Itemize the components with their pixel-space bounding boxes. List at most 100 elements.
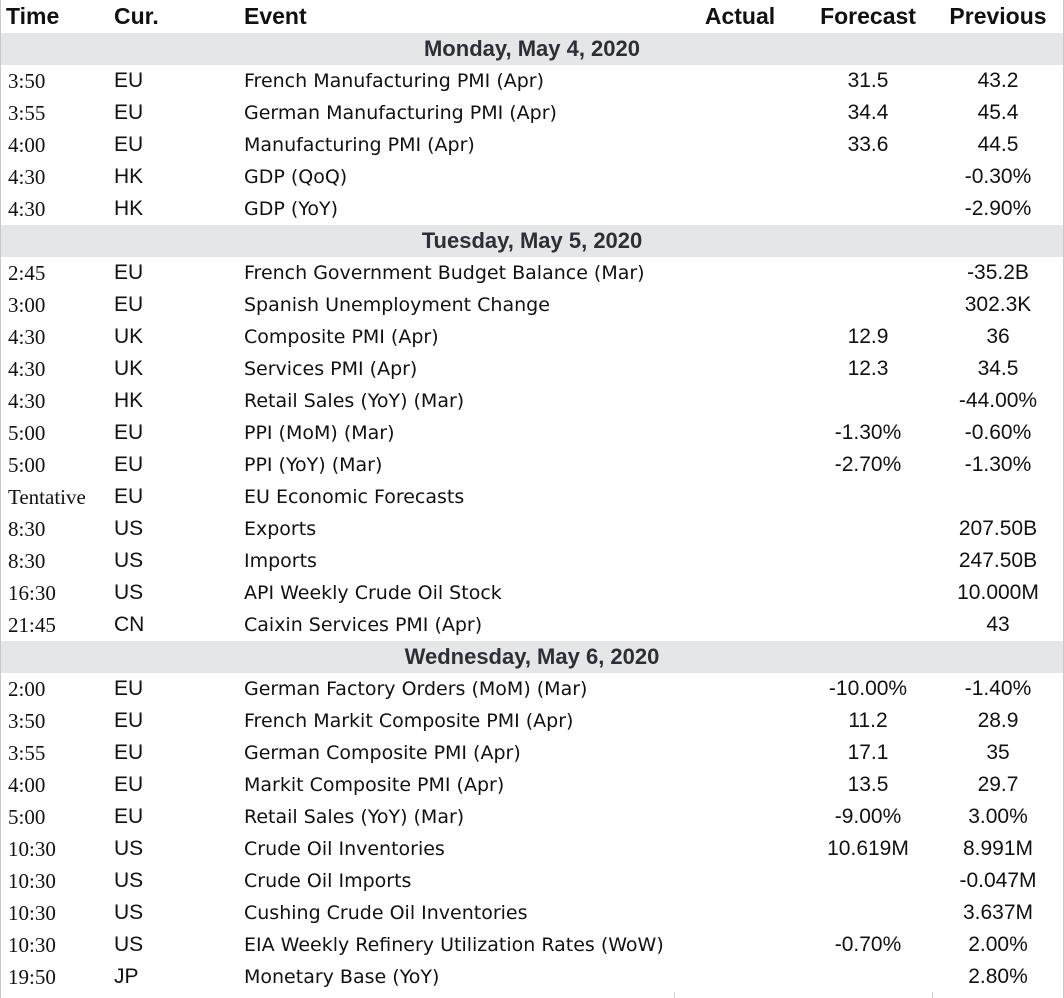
previous-cell: 45.4 bbox=[977, 101, 1019, 124]
time-cell: 3:50 bbox=[8, 69, 46, 93]
forecast-cell: 12.3 bbox=[847, 357, 889, 380]
time-cell: 8:30 bbox=[8, 549, 46, 573]
event-cell: German Manufacturing PMI (Apr) bbox=[244, 102, 557, 124]
table-row: 10:30 US EIA Weekly Refinery Utilization R… bbox=[0, 929, 1064, 961]
previous-cell: 34.5 bbox=[977, 357, 1019, 380]
day-label: Monday, May 4, 2020 bbox=[423, 36, 640, 61]
grid-tick bbox=[674, 992, 675, 998]
currency-cell: US bbox=[114, 901, 144, 924]
time-cell: 3:00 bbox=[8, 293, 46, 317]
day-label: Wednesday, May 6, 2020 bbox=[404, 644, 660, 669]
forecast-cell: 12.9 bbox=[847, 325, 889, 348]
table-row: 4:30 UK Composite PMI (Apr) 12.9 36 bbox=[0, 321, 1064, 353]
currency-cell: JP bbox=[114, 965, 139, 988]
currency-cell: EU bbox=[114, 293, 144, 316]
currency-cell: EU bbox=[114, 421, 144, 444]
event-cell: French Markit Composite PMI (Apr) bbox=[244, 710, 574, 732]
table-row: 3:00 EU Spanish Unemployment Change 302.3K bbox=[0, 289, 1064, 321]
table-row: 3:55 EU German Manufacturing PMI (Apr) 34.4… bbox=[0, 97, 1064, 129]
time-cell: 4:00 bbox=[8, 773, 46, 797]
event-cell: Crude Oil Imports bbox=[244, 870, 412, 892]
table-row: 5:00 EU Retail Sales (YoY) (Mar) -9.00% 3.00… bbox=[0, 801, 1064, 833]
time-cell: 10:30 bbox=[8, 933, 56, 957]
event-cell: Manufacturing PMI (Apr) bbox=[244, 134, 475, 156]
event-cell: German Factory Orders (MoM) (Mar) bbox=[244, 678, 588, 700]
previous-cell: 43 bbox=[986, 613, 1010, 636]
previous-cell: 2.00% bbox=[968, 933, 1028, 956]
forecast-cell: 31.5 bbox=[847, 69, 889, 92]
event-cell: EU Economic Forecasts bbox=[244, 486, 465, 508]
header-time: Time bbox=[6, 3, 60, 29]
grid-tick bbox=[932, 992, 933, 998]
time-cell: 3:55 bbox=[8, 101, 46, 125]
previous-cell: -44.00% bbox=[958, 389, 1038, 412]
forecast-cell: -9.00% bbox=[834, 805, 902, 828]
currency-cell: EU bbox=[114, 677, 144, 700]
event-cell: German Composite PMI (Apr) bbox=[244, 742, 521, 764]
event-cell: Monetary Base (YoY) bbox=[244, 966, 440, 988]
time-cell: 3:55 bbox=[8, 741, 46, 765]
event-cell: Spanish Unemployment Change bbox=[244, 294, 550, 316]
forecast-cell: -2.70% bbox=[834, 453, 902, 476]
time-cell: 4:30 bbox=[8, 389, 46, 413]
table-row: 3:50 EU French Manufacturing PMI (Apr) 31.5… bbox=[0, 65, 1064, 97]
event-cell: Retail Sales (YoY) (Mar) bbox=[244, 806, 465, 828]
table-row: 19:50 JP Monetary Base (YoY) 2.80% bbox=[0, 961, 1064, 993]
table-row: 10:30 US Crude Oil Inventories 10.619M 8.991… bbox=[0, 833, 1064, 865]
currency-cell: EU bbox=[114, 69, 144, 92]
event-cell: French Government Budget Balance (Mar) bbox=[244, 262, 645, 284]
table-row: 8:30 US Exports 207.50B bbox=[0, 513, 1064, 545]
currency-cell: EU bbox=[114, 805, 144, 828]
forecast-cell: 17.1 bbox=[847, 741, 889, 764]
time-cell: 16:30 bbox=[8, 581, 56, 605]
forecast-cell: 34.4 bbox=[847, 101, 889, 124]
table-row: 2:00 EU German Factory Orders (MoM) (Mar) -… bbox=[0, 673, 1064, 705]
event-cell: Retail Sales (YoY) (Mar) bbox=[244, 390, 465, 412]
currency-cell: UK bbox=[114, 357, 144, 380]
currency-cell: EU bbox=[114, 773, 144, 796]
header-currency: Cur. bbox=[114, 3, 159, 29]
time-cell: 4:30 bbox=[8, 357, 46, 381]
previous-cell: -0.30% bbox=[964, 165, 1032, 188]
event-cell: Exports bbox=[244, 518, 317, 540]
previous-cell: 8.991M bbox=[962, 837, 1034, 860]
left-border bbox=[0, 0, 1, 998]
time-cell: 4:00 bbox=[8, 133, 46, 157]
previous-cell: 3.637M bbox=[962, 901, 1034, 924]
previous-cell: 36 bbox=[986, 325, 1010, 348]
forecast-cell: -10.00% bbox=[828, 677, 908, 700]
day-label: Tuesday, May 5, 2020 bbox=[421, 228, 643, 253]
currency-cell: EU bbox=[114, 133, 144, 156]
previous-cell: 302.3K bbox=[964, 293, 1032, 316]
event-cell: PPI (YoY) (Mar) bbox=[244, 454, 383, 476]
event-cell: GDP (QoQ) bbox=[244, 166, 348, 188]
table-row: 4:30 HK Retail Sales (YoY) (Mar) -44.00% bbox=[0, 385, 1064, 417]
time-cell: 5:00 bbox=[8, 421, 46, 445]
event-cell: Markit Composite PMI (Apr) bbox=[244, 774, 505, 796]
table-row: 16:30 US API Weekly Crude Oil Stock 10.000M bbox=[0, 577, 1064, 609]
header-previous: Previous bbox=[949, 3, 1047, 29]
currency-cell: US bbox=[114, 549, 144, 572]
time-cell: 21:45 bbox=[8, 613, 56, 637]
previous-cell: 10.000M bbox=[957, 581, 1039, 604]
time-cell: 10:30 bbox=[8, 837, 56, 861]
event-cell: Services PMI (Apr) bbox=[244, 358, 418, 380]
header-actual: Actual bbox=[704, 3, 776, 29]
day-header-row: Tuesday, May 5, 2020 bbox=[0, 225, 1064, 257]
table-row: 10:30 US Cushing Crude Oil Inventories 3.63… bbox=[0, 897, 1064, 929]
day-header-row: Monday, May 4, 2020 bbox=[0, 33, 1064, 65]
table-row: 8:30 US Imports 247.50B bbox=[0, 545, 1064, 577]
time-cell: 2:00 bbox=[8, 677, 46, 701]
table-row: 4:30 HK GDP (YoY) -2.90% bbox=[0, 193, 1064, 225]
table-row: 2:45 EU French Government Budget Balance (… bbox=[0, 257, 1064, 289]
previous-cell: 2.80% bbox=[968, 965, 1028, 988]
currency-cell: US bbox=[114, 581, 144, 604]
time-cell: 3:50 bbox=[8, 709, 46, 733]
time-cell: 4:30 bbox=[8, 325, 46, 349]
previous-cell: 3.00% bbox=[968, 805, 1028, 828]
currency-cell: EU bbox=[114, 485, 144, 508]
currency-cell: US bbox=[114, 517, 144, 540]
table-row: 5:00 EU PPI (MoM) (Mar) -1.30% -0.60% bbox=[0, 417, 1064, 449]
forecast-cell: 11.2 bbox=[848, 709, 888, 732]
table-row: 3:50 EU French Markit Composite PMI (Apr) 1… bbox=[0, 705, 1064, 737]
